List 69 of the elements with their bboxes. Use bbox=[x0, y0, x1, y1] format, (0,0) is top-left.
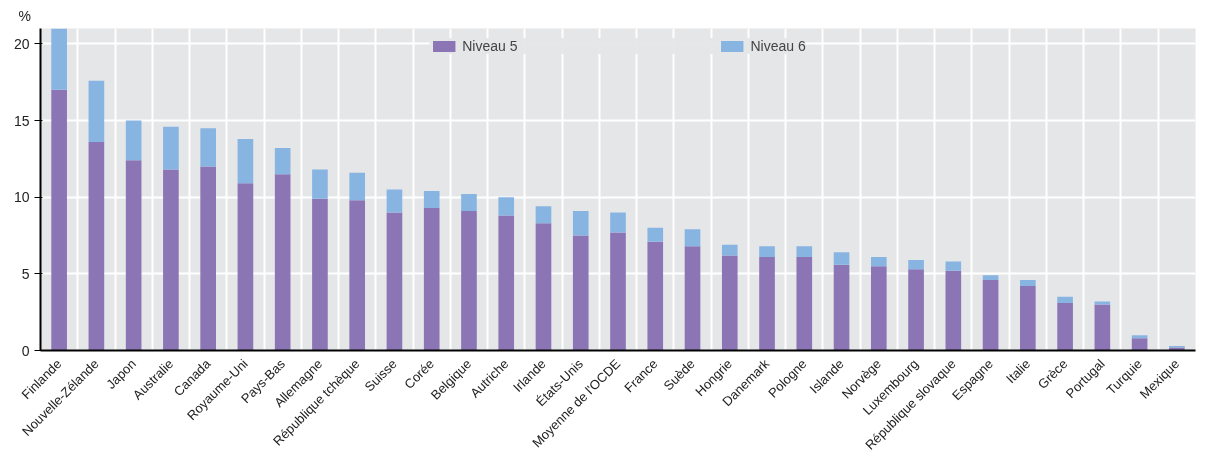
bar bbox=[572, 235, 589, 351]
bar bbox=[498, 197, 515, 216]
bar bbox=[1020, 286, 1036, 351]
bar bbox=[125, 160, 142, 351]
bar bbox=[461, 194, 477, 211]
bar bbox=[163, 169, 179, 351]
bar bbox=[125, 120, 142, 161]
y-tick-label: 10 bbox=[13, 189, 30, 206]
bar bbox=[163, 126, 179, 170]
bar bbox=[349, 172, 366, 201]
bar bbox=[312, 169, 328, 199]
bar bbox=[721, 244, 738, 256]
bar bbox=[684, 246, 701, 351]
bar bbox=[796, 246, 813, 257]
bar bbox=[498, 215, 515, 351]
y-tick-label: 0 bbox=[21, 342, 30, 359]
bar bbox=[908, 260, 924, 270]
bar bbox=[461, 210, 477, 351]
bar bbox=[423, 191, 440, 208]
bar bbox=[312, 198, 328, 351]
bar bbox=[1057, 296, 1073, 303]
bar bbox=[274, 148, 291, 175]
bar bbox=[51, 28, 67, 90]
y-tick-label: 5 bbox=[21, 265, 30, 282]
bar bbox=[833, 252, 850, 265]
bar bbox=[647, 227, 664, 242]
bar bbox=[982, 279, 999, 351]
bar bbox=[759, 246, 775, 257]
bar bbox=[237, 138, 254, 184]
bar bbox=[1131, 335, 1148, 339]
bar bbox=[796, 256, 813, 351]
y-tick-label: 20 bbox=[13, 35, 30, 52]
bar bbox=[274, 174, 291, 351]
bar bbox=[684, 229, 701, 247]
bar bbox=[1057, 302, 1073, 351]
bar bbox=[88, 141, 105, 351]
bar bbox=[870, 266, 887, 351]
bar bbox=[1131, 338, 1148, 351]
bar bbox=[386, 189, 403, 213]
bar bbox=[610, 212, 626, 233]
bar bbox=[833, 264, 850, 351]
bar bbox=[908, 269, 924, 351]
bar bbox=[423, 207, 440, 351]
bar bbox=[572, 210, 589, 236]
bar bbox=[349, 200, 366, 351]
bar bbox=[1094, 304, 1111, 351]
bar bbox=[945, 270, 962, 351]
bar bbox=[610, 232, 626, 351]
bar bbox=[535, 206, 552, 224]
bar bbox=[870, 256, 887, 267]
bar bbox=[1094, 301, 1111, 305]
legend-label: Niveau 6 bbox=[750, 38, 806, 54]
bar bbox=[982, 275, 999, 280]
bar bbox=[51, 89, 67, 351]
bar bbox=[200, 166, 216, 351]
bar bbox=[237, 183, 254, 351]
bar bbox=[88, 80, 105, 142]
bar bbox=[647, 241, 664, 351]
legend-label: Niveau 5 bbox=[462, 38, 518, 54]
bar bbox=[1020, 279, 1036, 287]
bar bbox=[386, 212, 403, 351]
bar bbox=[200, 128, 216, 167]
x-tick-label: Italie bbox=[1003, 356, 1034, 387]
y-tick-label: 15 bbox=[13, 112, 30, 129]
y-axis-title: % bbox=[18, 7, 31, 24]
bar bbox=[535, 223, 552, 351]
bar bbox=[945, 261, 962, 271]
bar bbox=[759, 256, 775, 351]
bar bbox=[721, 255, 738, 351]
